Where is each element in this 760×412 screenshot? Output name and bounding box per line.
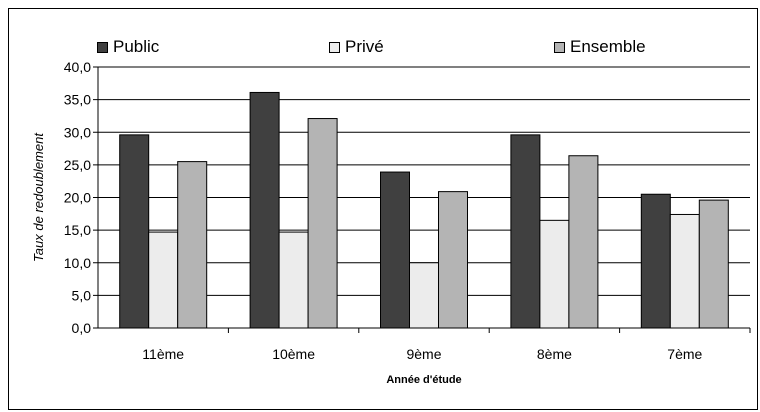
- y-tick-label: 40,0: [64, 59, 91, 75]
- chart-frame: Public Privé Ensemble 0,0 5,0 10,0 15,0 20,0…: [8, 8, 758, 410]
- bar-ensemble-0: [177, 161, 208, 329]
- bar-public-2: [380, 171, 410, 329]
- y-tick-label: 5,0: [72, 287, 92, 303]
- x-tick-label: 9ème: [406, 346, 441, 362]
- y-tick-label: 25,0: [64, 157, 91, 173]
- x-tick-label: 11ème: [142, 346, 184, 362]
- x-tick-label: 7ème: [667, 346, 702, 362]
- bar-priv-4: [669, 213, 700, 329]
- bar-chart: 0,0 5,0 10,0 15,0 20,0 25,0 30,0 35,0 40,0 11ème 1…: [31, 59, 751, 386]
- x-axis-title: Année d'étude: [386, 374, 461, 386]
- bar-ensemble-2: [438, 191, 468, 329]
- legend-swatch-public: [97, 41, 108, 53]
- y-axis-title: Taux de redoublement: [31, 132, 46, 262]
- bar-ensemble-3: [568, 155, 599, 329]
- y-tick-label: 10,0: [64, 255, 91, 271]
- y-tick-label: 0,0: [72, 320, 92, 336]
- bar-priv-2: [409, 262, 439, 329]
- bar-ensemble-4: [698, 199, 729, 329]
- bar-ensemble-1: [307, 118, 338, 329]
- legend-label-prive: Privé: [345, 37, 384, 56]
- legend-swatch-prive: [329, 41, 340, 53]
- legend-swatch-ensemble: [554, 41, 565, 53]
- y-tick-label: 15,0: [64, 222, 91, 238]
- bar-priv-1: [278, 231, 309, 329]
- bar-public-0: [119, 134, 150, 329]
- bar-priv-0: [148, 231, 179, 329]
- legend-label-public: Public: [113, 37, 160, 56]
- x-tick-label: 8ème: [537, 346, 572, 362]
- legend-item-prive: Privé: [329, 37, 384, 57]
- y-tick-label: 35,0: [64, 92, 91, 108]
- y-tick-label: 20,0: [64, 190, 91, 206]
- bar-public-4: [640, 193, 671, 329]
- legend-item-public: Public: [97, 37, 159, 57]
- legend-label-ensemble: Ensemble: [570, 37, 646, 56]
- y-tick-label: 30,0: [64, 124, 91, 140]
- legend-item-ensemble: Ensemble: [554, 37, 646, 57]
- bar-priv-3: [539, 219, 570, 329]
- bar-public-3: [510, 134, 541, 329]
- bar-public-1: [249, 91, 280, 329]
- x-tick-label: 10ème: [272, 346, 315, 362]
